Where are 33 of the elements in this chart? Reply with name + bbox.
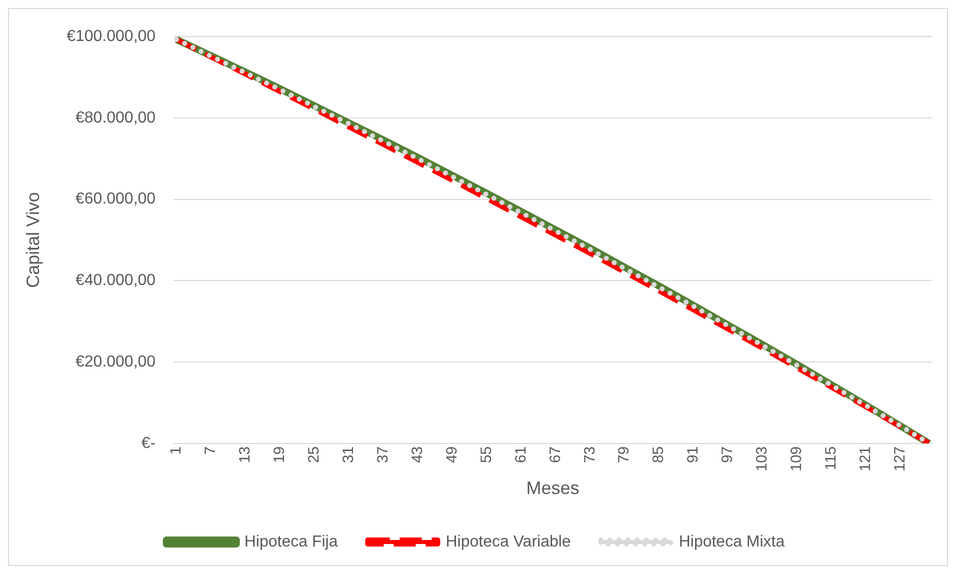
- x-tick-label: 91: [684, 446, 702, 464]
- x-tick-label: 49: [443, 446, 460, 464]
- y-tick-label: €20.000,00: [76, 353, 156, 370]
- x-tick-label: 25: [305, 446, 322, 464]
- legend-label: Hipoteca Mixta: [678, 533, 785, 550]
- x-tick-label: 37: [374, 446, 392, 464]
- x-tick-label: 61: [512, 446, 530, 464]
- x-tick-label: 97: [719, 446, 736, 464]
- y-tick-label: €60.000,00: [76, 190, 156, 208]
- legend-label: Hipoteca Fija: [244, 533, 338, 550]
- x-tick-label: 85: [650, 446, 668, 464]
- y-axis-title: Capital Vivo: [22, 192, 43, 288]
- x-tick-label: 7: [202, 446, 220, 455]
- x-tick-label: 127: [892, 446, 909, 472]
- y-tick-label: €80.000,00: [76, 109, 156, 126]
- x-tick-label: 73: [581, 446, 598, 464]
- x-tick-label: 43: [408, 446, 426, 464]
- x-tick-label: 115: [822, 446, 840, 470]
- y-tick-label: €100.000,00: [66, 28, 156, 46]
- legend-label: Hipoteca Variable: [446, 533, 571, 550]
- x-axis-title: Meses: [526, 478, 580, 498]
- x-tick-label: 55: [478, 446, 495, 464]
- x-tick-label: 103: [754, 446, 771, 472]
- x-tick-label: 1: [168, 446, 185, 455]
- y-tick-label: €-: [141, 434, 156, 452]
- x-tick-label: 79: [616, 446, 633, 464]
- x-tick-label: 19: [271, 446, 288, 464]
- x-tick-label: 121: [857, 446, 874, 472]
- x-tick-label: 31: [340, 446, 357, 464]
- y-tick-label: €40.000,00: [76, 272, 156, 290]
- x-tick-label: 109: [788, 446, 806, 472]
- x-tick-label: 13: [236, 446, 254, 464]
- x-tick-label: 67: [546, 446, 564, 464]
